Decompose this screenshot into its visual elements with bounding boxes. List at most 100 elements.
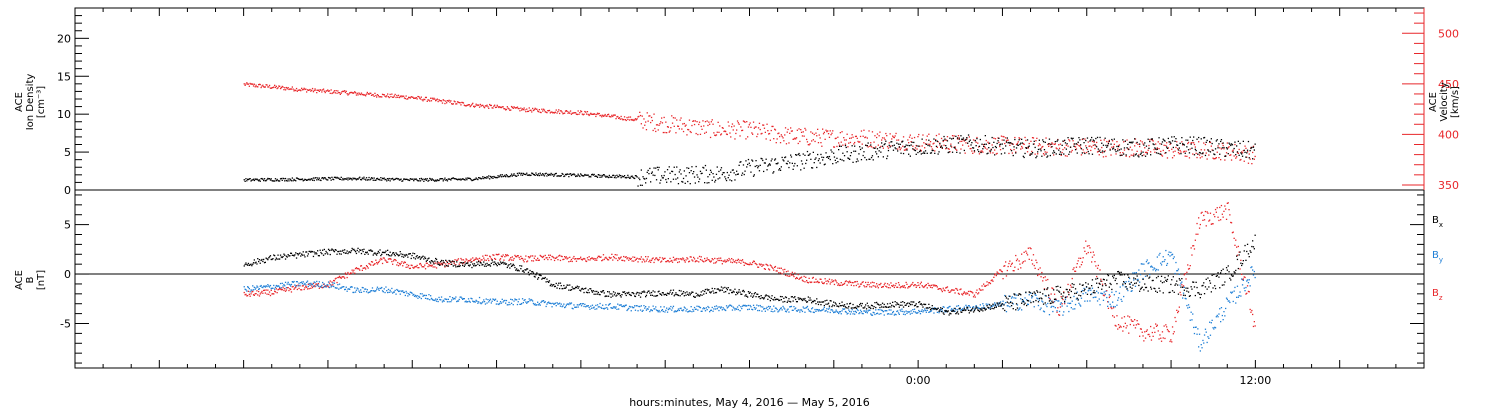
- bz-point: [852, 282, 854, 284]
- by-point: [287, 281, 289, 283]
- velocity-point: [1081, 138, 1083, 141]
- density-point: [1086, 137, 1089, 139]
- density-point: [902, 152, 905, 155]
- density-point: [492, 177, 494, 179]
- bz-point: [793, 275, 795, 278]
- density-point: [1132, 141, 1134, 143]
- bz-point: [1056, 311, 1058, 313]
- density-point: [457, 178, 460, 180]
- by-point: [618, 304, 621, 306]
- bz-point: [365, 268, 367, 270]
- density-point: [831, 151, 833, 153]
- velocity-point: [1125, 155, 1127, 157]
- bz-point: [301, 289, 303, 291]
- bz-point: [1123, 316, 1126, 318]
- density-point: [1008, 141, 1010, 144]
- bz-point: [1116, 315, 1118, 317]
- by-point: [1186, 304, 1188, 307]
- density-point: [857, 160, 859, 162]
- velocity-point: [489, 103, 491, 106]
- by-point: [870, 314, 873, 316]
- bz-point: [883, 284, 885, 286]
- by-point: [658, 309, 660, 312]
- by-point: [258, 288, 261, 290]
- by-point: [596, 304, 599, 306]
- density-point: [359, 176, 361, 178]
- velocity-point: [830, 134, 832, 136]
- density-point: [1155, 148, 1157, 150]
- by-point: [665, 309, 667, 311]
- velocity-point: [1076, 143, 1078, 146]
- velocity-point: [305, 88, 307, 90]
- by-point: [1225, 297, 1228, 299]
- bz-point: [777, 267, 779, 269]
- bz-point: [395, 259, 397, 262]
- bz-point: [726, 259, 728, 261]
- velocity-point: [777, 132, 779, 135]
- density-point: [699, 170, 702, 172]
- bz-point: [619, 257, 621, 259]
- velocity-point: [392, 96, 395, 98]
- by-point: [1008, 295, 1010, 297]
- density-point: [293, 178, 295, 181]
- velocity-point: [474, 105, 476, 107]
- by-point: [290, 285, 292, 287]
- velocity-point: [1166, 142, 1168, 144]
- bz-point: [322, 283, 325, 285]
- density-point: [913, 149, 916, 151]
- by-point: [773, 305, 775, 307]
- by-point: [960, 309, 962, 311]
- bz-point: [313, 285, 315, 287]
- by-point: [339, 287, 341, 289]
- velocity-point: [1089, 145, 1091, 147]
- density-point: [871, 155, 874, 157]
- by-point: [1071, 300, 1073, 302]
- by-point: [1074, 303, 1077, 306]
- by-point: [743, 305, 745, 307]
- velocity-point: [598, 112, 600, 115]
- velocity-point: [244, 84, 246, 86]
- velocity-point: [1010, 142, 1013, 145]
- bz-point: [1144, 331, 1146, 333]
- density-point: [808, 154, 810, 156]
- density-point: [1011, 143, 1013, 145]
- density-point: [370, 178, 372, 180]
- density-point: [1042, 141, 1045, 143]
- velocity-point: [775, 142, 777, 144]
- bz-point: [811, 281, 813, 283]
- bz-point: [818, 281, 820, 284]
- bz-point: [740, 262, 742, 264]
- y-tick-label: 5: [64, 146, 71, 159]
- bz-point: [477, 258, 479, 260]
- density-point: [744, 170, 746, 172]
- density-point: [1125, 154, 1127, 156]
- velocity-point: [903, 149, 906, 151]
- density-point: [828, 155, 831, 158]
- density-point: [1155, 152, 1158, 154]
- velocity-point: [600, 114, 602, 116]
- density-point: [707, 176, 709, 178]
- by-point: [1199, 350, 1201, 352]
- density-point: [246, 180, 248, 182]
- by-point: [518, 298, 520, 300]
- by-point: [1059, 303, 1062, 305]
- density-point: [985, 143, 987, 145]
- density-point: [939, 142, 941, 144]
- bz-point: [870, 286, 873, 288]
- by-point: [1181, 281, 1183, 283]
- density-point: [816, 166, 818, 169]
- bz-point: [486, 254, 488, 257]
- by-point: [855, 311, 857, 314]
- velocity-point: [959, 140, 961, 143]
- by-point: [330, 286, 332, 288]
- density-point: [994, 145, 997, 148]
- density-point: [605, 176, 607, 178]
- by-point: [1150, 265, 1153, 267]
- bz-point: [940, 288, 942, 290]
- velocity-point: [943, 144, 945, 146]
- by-point: [810, 311, 812, 313]
- by-point: [710, 309, 712, 311]
- density-point: [1203, 137, 1205, 139]
- velocity-point: [987, 141, 989, 143]
- density-point: [946, 140, 949, 142]
